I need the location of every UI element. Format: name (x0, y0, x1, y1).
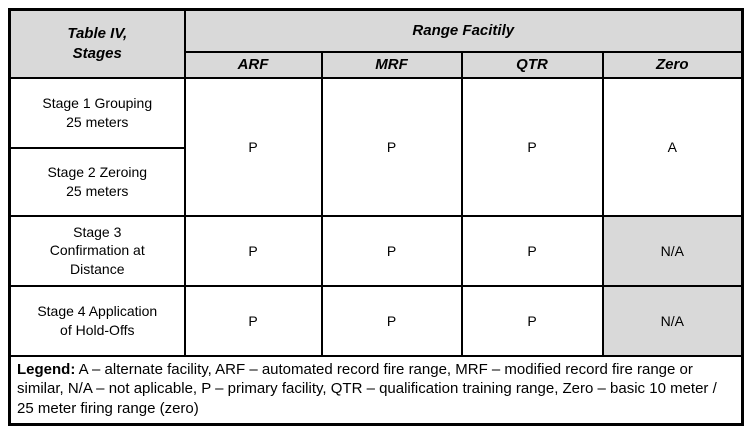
row-label-stage3: Stage 3 Confirmation at Distance (8, 214, 186, 287)
cell-stage3-mrf: P (320, 214, 463, 287)
cell-stage3-arf: P (183, 214, 323, 287)
row-label-stage1: Stage 1 Grouping 25 meters (8, 76, 186, 149)
cell-stage3-zero: N/A (601, 214, 744, 287)
cell-stage4-qtr: P (460, 284, 604, 357)
table-row-stage3: Stage 3 Confirmation at Distance P P P N… (8, 214, 744, 287)
legend-label: Legend: (17, 360, 76, 378)
group-header-range-facility: Range Facitily (183, 8, 744, 53)
legend: Legend: A – alternate facility, ARF – au… (8, 354, 744, 426)
column-header-mrf: MRF (320, 50, 463, 79)
table-row-legend: Legend: A – alternate facility, ARF – au… (8, 354, 744, 426)
cell-stage4-arf: P (183, 284, 323, 357)
table-row-stage1: Stage 1 Grouping 25 meters P P P A (8, 76, 744, 217)
column-header-qtr: QTR (460, 50, 604, 79)
table-row-stage2: Stage 2 Zeroing 25 meters (8, 146, 743, 217)
cell-stage12-mrf: P (320, 76, 463, 217)
cell-stage4-mrf: P (320, 284, 463, 357)
cell-stage4-zero: N/A (601, 284, 744, 357)
column-header-arf: ARF (183, 50, 323, 79)
cell-stage12-qtr: P (460, 76, 604, 217)
row-label-stage2: Stage 2 Zeroing 25 meters (8, 146, 186, 217)
table-row-stage4: Stage 4 Application of Hold-Offs P P P N… (8, 284, 744, 357)
stages-table: Table IV, Stages Range Facitily ARF MRF … (8, 8, 745, 427)
cell-stage12-zero: A (601, 76, 744, 217)
cell-stage3-qtr: P (460, 214, 604, 287)
corner-header-table-iv-stages: Table IV, Stages (8, 8, 186, 79)
column-header-zero: Zero (601, 50, 744, 79)
legend-text: A – alternate facility, ARF – automated … (17, 360, 717, 418)
cell-stage12-arf: P (183, 76, 323, 217)
row-label-stage4: Stage 4 Application of Hold-Offs (8, 284, 186, 357)
